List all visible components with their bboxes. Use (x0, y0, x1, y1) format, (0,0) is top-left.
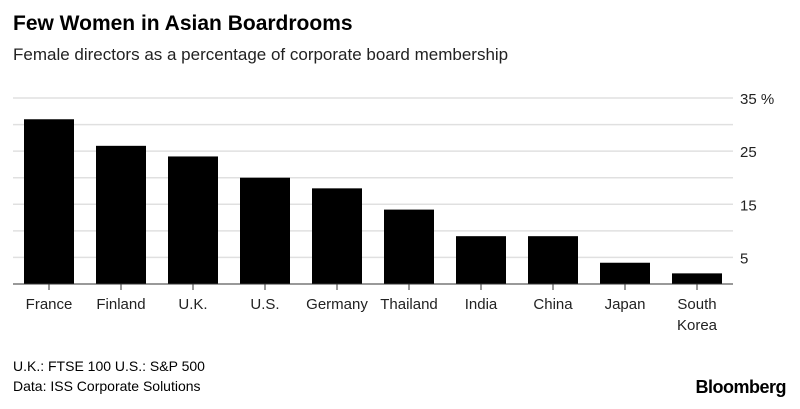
bar-china (528, 236, 578, 284)
bar-u-s- (240, 177, 290, 284)
x-tick-label: Thailand (380, 296, 438, 313)
bar-japan (600, 262, 650, 284)
x-tick-label: U.K. (178, 296, 207, 313)
x-tick-label: Germany (306, 296, 368, 313)
x-tick-label: South Korea (677, 296, 718, 334)
x-tick-label: India (465, 296, 498, 313)
x-tick-label: France (26, 296, 73, 313)
chart-subtitle: Female directors as a percentage of corp… (13, 45, 509, 64)
y-tick-label: 5 (740, 250, 748, 267)
x-tick-label: Japan (605, 296, 646, 313)
y-tick-label: 35 % (740, 91, 774, 108)
y-tick-label: 15 (740, 197, 757, 214)
chart-title: Few Women in Asian Boardrooms (13, 12, 353, 35)
bar-thailand (384, 209, 434, 284)
x-tick-label: Finland (96, 296, 145, 313)
source-note: Data: ISS Corporate Solutions (13, 378, 201, 394)
x-tick-label: U.S. (250, 296, 279, 313)
bar-india (456, 236, 506, 284)
x-tick-label: China (533, 296, 573, 313)
bloomberg-logo: Bloomberg (695, 377, 786, 397)
bar-france (24, 119, 74, 284)
bar-u-k- (168, 156, 218, 284)
bar-south-korea (672, 273, 722, 284)
bar-finland (96, 145, 146, 284)
y-tick-label: 25 (740, 144, 757, 161)
footnote: U.K.: FTSE 100 U.S.: S&P 500 (13, 358, 205, 374)
bar-germany (312, 188, 362, 284)
